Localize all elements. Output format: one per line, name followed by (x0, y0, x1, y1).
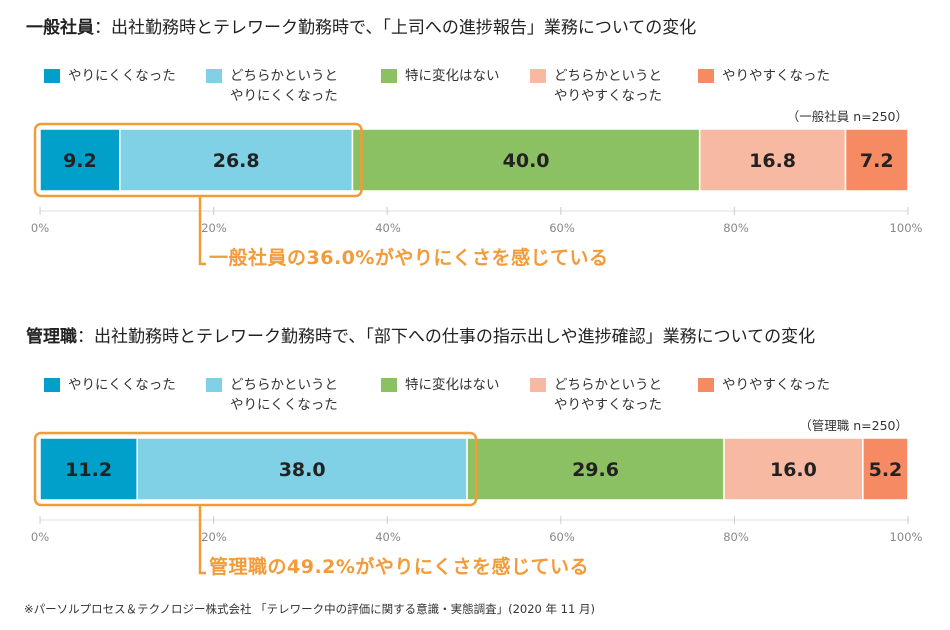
data-label: 5.2 (869, 459, 903, 481)
data-label: 29.6 (572, 459, 619, 481)
callout-connector (198, 505, 206, 575)
x-tick-label: 80% (723, 221, 749, 235)
legend-swatch (381, 69, 397, 83)
chart-title-subject: 一般社員 (26, 18, 94, 38)
chart-title: 管理職：出社勤務時とテレワーク勤務時で、「部下への仕事の指示出しや進捗確認」業務… (26, 322, 815, 347)
legend-label: どちらかというと やりにくくなった (230, 68, 338, 104)
legend-swatch (44, 378, 60, 392)
bar-segment-somewhat-easy (698, 128, 847, 192)
x-tick-label: 0% (30, 530, 50, 544)
x-tick-label: 0% (30, 221, 50, 235)
legend-swatch (206, 69, 222, 83)
data-label: 7.2 (860, 150, 894, 172)
bar-segment-somewhat-hard (136, 437, 468, 501)
data-label: 11.2 (65, 459, 112, 481)
data-label: 26.8 (213, 150, 260, 172)
x-tick-label: 20% (201, 221, 227, 235)
bar-segment-very-easy (844, 128, 909, 192)
legend-swatch (698, 69, 714, 83)
data-label: 16.0 (770, 459, 817, 481)
callout-text: 一般社員の36.0%がやりにくさを感じている (209, 247, 609, 269)
chart-panel-managers: 管理職：出社勤務時とテレワーク勤務時で、「部下への仕事の指示出しや進捗確認」業務… (0, 309, 950, 609)
x-tick-label: 100% (889, 530, 923, 544)
data-label: 9.2 (63, 150, 97, 172)
legend-label: やりやすくなった (722, 377, 830, 393)
callout-connector (198, 196, 206, 266)
stacked-bar-chart: 11.2 38.0 29.6 16.0 5.2 (33, 431, 909, 575)
legend-label: やりにくくなった (68, 68, 176, 84)
x-tick-label: 60% (549, 221, 575, 235)
legend-label: 特に変化はない (405, 377, 500, 393)
legend-label: どちらかというと やりやすくなった (554, 68, 662, 104)
legend-swatch (530, 69, 546, 83)
highlight-frame (33, 431, 478, 507)
legend-swatch (698, 378, 714, 392)
chart-title-subject: 管理職 (26, 327, 77, 347)
chart-title-text: ：出社勤務時とテレワーク勤務時で、「上司への進捗報告」業務についての変化 (94, 18, 697, 38)
legend-swatch (44, 69, 60, 83)
x-tick-label: 60% (549, 530, 575, 544)
data-label: 38.0 (279, 459, 326, 481)
legend-swatch (530, 378, 546, 392)
legend-label: どちらかというと やりやすくなった (554, 377, 662, 413)
x-tick-label: 40% (375, 221, 401, 235)
legend-swatch (206, 378, 222, 392)
bar-segment-no-change (466, 437, 725, 501)
legend-label: やりにくくなった (68, 377, 176, 393)
sample-size-note: （一般社員 n=250） (786, 109, 908, 124)
data-label: 16.8 (749, 150, 796, 172)
stacked-bar-chart: 9.2 26.8 40.0 16.8 7.2 (33, 122, 909, 266)
x-tick-label: 20% (201, 530, 227, 544)
legend-label: 特に変化はない (405, 68, 500, 84)
data-label: 40.0 (503, 150, 550, 172)
sample-size-note: （管理職 n=250） (799, 418, 908, 433)
legend-label: どちらかというと やりにくくなった (230, 377, 338, 413)
legend-label: やりやすくなった (722, 68, 830, 84)
bar-segment-somewhat-hard (119, 128, 354, 192)
bar-segment-very-hard (39, 437, 138, 501)
x-tick-label: 40% (375, 530, 401, 544)
x-tick-label: 80% (723, 530, 749, 544)
bar-segment-very-hard (39, 128, 121, 192)
legend-swatch (381, 378, 397, 392)
x-tick-label: 100% (889, 221, 923, 235)
bar-segment-very-easy (862, 437, 909, 501)
callout-text: 管理職の49.2%がやりにくさを感じている (209, 556, 590, 578)
chart-title: 一般社員：出社勤務時とテレワーク勤務時で、「上司への進捗報告」業務についての変化 (26, 13, 696, 38)
source-footnote: ※パーソルプロセス＆テクノロジー株式会社 「テレワーク中の評価に関する意識・実態… (24, 602, 595, 616)
highlight-frame (33, 122, 363, 198)
chart-title-text: ：出社勤務時とテレワーク勤務時で、「部下への仕事の指示出しや進捗確認」業務につい… (77, 327, 816, 347)
bar-segment-somewhat-easy (723, 437, 864, 501)
chart-panel-general-staff: 一般社員：出社勤務時とテレワーク勤務時で、「上司への進捗報告」業務についての変化… (0, 0, 950, 300)
